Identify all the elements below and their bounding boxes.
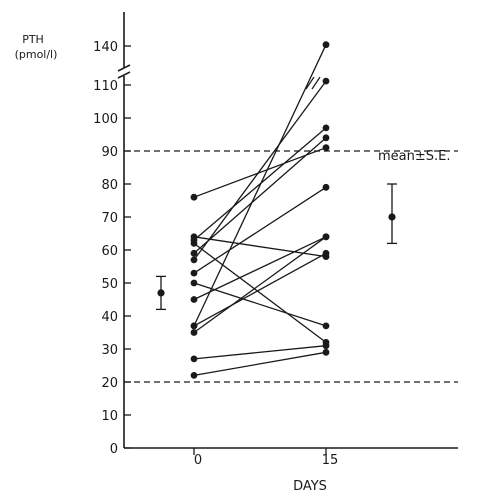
y-tick-label: 90 [101, 145, 118, 160]
y-tick-label: 30 [101, 343, 118, 358]
data-point-day0 [190, 279, 198, 287]
y-tick-label: 40 [101, 310, 118, 325]
y-tick-label: 110 [93, 79, 118, 94]
annotation-mean-se: mean±S.E. [378, 149, 451, 164]
y-tick-label: 20 [101, 376, 118, 391]
data-point-day15 [322, 339, 330, 346]
y-tick-label: 140 [93, 40, 118, 55]
data-point-day0 [190, 372, 198, 379]
mean-point [157, 289, 165, 297]
data-point-day15 [322, 183, 330, 191]
data-point-day15 [322, 233, 330, 241]
series-line [193, 345, 327, 360]
y-axis-break-mark [117, 71, 131, 79]
data-point-day15 [322, 77, 330, 85]
x-tick-label: 15 [322, 453, 339, 468]
series-line [193, 351, 327, 377]
series-line [193, 242, 327, 343]
data-point-day0 [190, 296, 198, 303]
x-tick-label: 0 [194, 453, 202, 468]
data-point-day0 [190, 355, 198, 363]
data-point-day15 [322, 124, 330, 132]
y-axis-label: PTH [22, 33, 44, 46]
series-line [193, 44, 327, 327]
series-line [193, 127, 327, 241]
data-point-day0 [190, 322, 198, 330]
data-point-day0 [190, 233, 198, 241]
data-point-day15 [322, 253, 330, 260]
series-line [193, 80, 327, 261]
y-axis-break-mark [117, 64, 131, 72]
data-point-day15 [322, 322, 330, 330]
x-axis-label: DAYS [293, 479, 327, 494]
data-point-day0 [190, 249, 198, 257]
data-point-day15 [322, 348, 330, 356]
series-line [193, 236, 327, 258]
y-tick-label: 60 [101, 244, 118, 259]
series-line [193, 147, 327, 198]
data-point-day15 [322, 41, 330, 49]
data-point-day15 [322, 134, 330, 142]
mean-point [388, 213, 396, 221]
series-line [193, 186, 327, 274]
y-tick-label: 70 [101, 211, 118, 226]
line-break-mark [305, 76, 315, 90]
series-line [193, 282, 327, 327]
y-tick-label: 50 [101, 277, 118, 292]
data-point-day15 [322, 144, 330, 152]
y-tick-label: 0 [110, 442, 118, 457]
line-break-mark [311, 76, 321, 90]
series-line [193, 137, 327, 254]
y-tick-label: 100 [93, 112, 118, 127]
data-point-day0 [190, 329, 198, 336]
y-tick-label: 80 [101, 178, 118, 193]
series-line [193, 252, 327, 327]
data-point-day0 [190, 269, 198, 277]
data-point-day0 [190, 193, 198, 201]
y-axis-label-unit: (pmol/l) [15, 48, 58, 61]
data-point-day0 [190, 256, 198, 264]
y-tick-label: 10 [101, 409, 118, 424]
series-line [193, 236, 327, 301]
